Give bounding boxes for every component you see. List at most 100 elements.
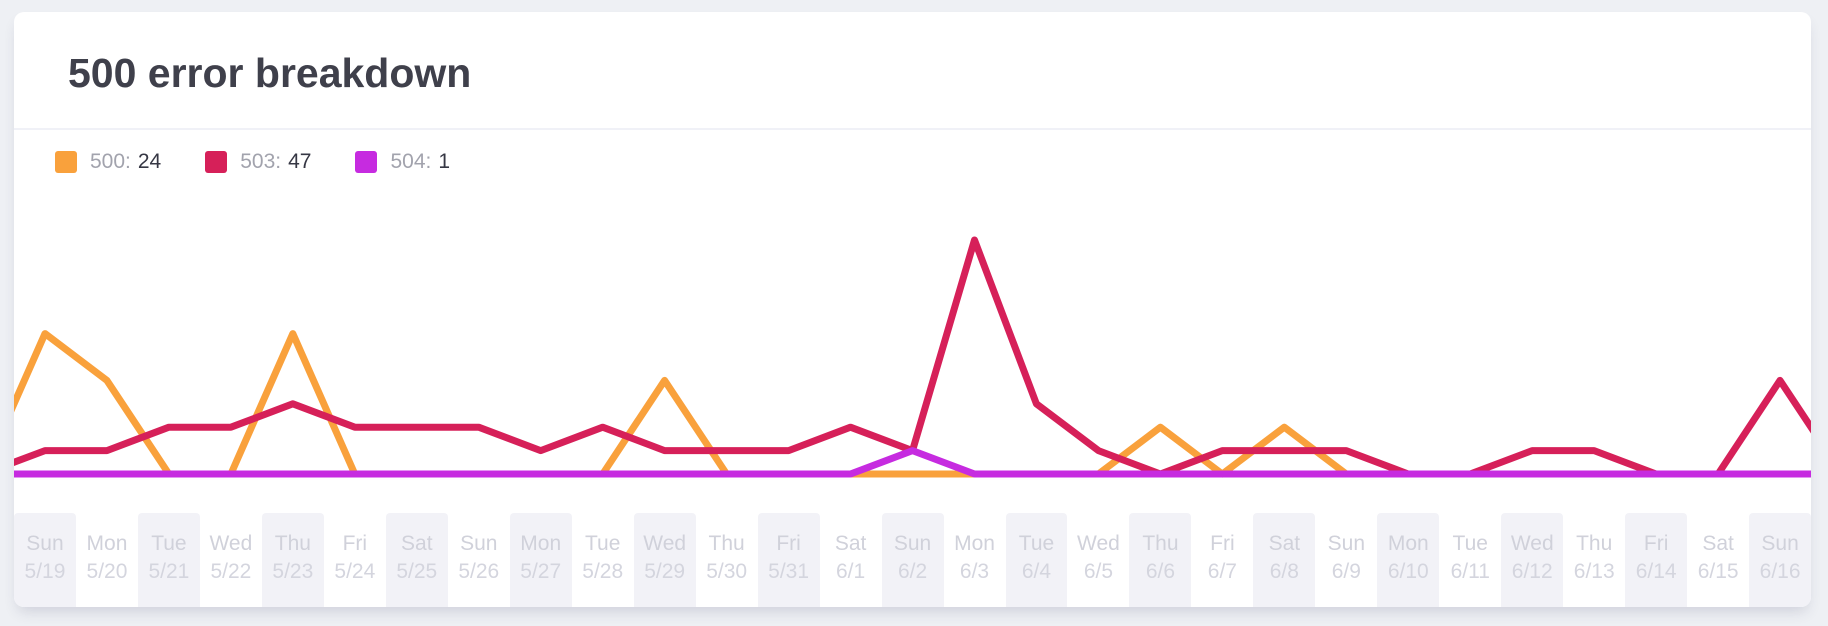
x-tick-6-8: Sat 6/8 — [1253, 513, 1316, 607]
tick-day-name: Sat — [834, 532, 867, 555]
tick-date: 5/25 — [396, 560, 438, 583]
tick-date: 6/14 — [1635, 560, 1677, 583]
tick-day-name: Fri — [342, 532, 368, 555]
tick-date: 6/9 — [1331, 560, 1361, 583]
x-tick-6-3: Mon 6/3 — [944, 513, 1006, 607]
tick-date: 5/23 — [272, 560, 314, 583]
x-tick-6-11: Tue 6/11 — [1439, 513, 1501, 607]
tick-day-name: Sat — [1268, 532, 1301, 555]
tick-date: 6/2 — [897, 560, 928, 583]
tick-date: 6/5 — [1083, 560, 1114, 583]
legend-swatch-500 — [55, 151, 77, 173]
x-tick-5-20: Mon 5/20 — [76, 513, 138, 607]
tick-date: 6/4 — [1021, 560, 1052, 583]
error-line-chart[interactable] — [14, 132, 1811, 484]
x-tick-6-16: Sun 6/16 — [1749, 513, 1811, 607]
x-tick-5-31: Fri 5/31 — [757, 513, 820, 607]
x-tick-6-2: Sun 6/2 — [881, 513, 944, 607]
error-breakdown-card: 500 error breakdown 500: 24 503: 47 504: 1 Su… — [14, 12, 1811, 607]
legend-count: 24 — [137, 150, 162, 173]
tick-day-name: Sun — [1327, 532, 1366, 555]
tick-day-name: Sat — [401, 532, 433, 555]
x-tick-5-27: Mon 5/27 — [509, 513, 572, 607]
chart-legend: 500: 24 503: 47 504: 1 — [55, 151, 450, 173]
tick-date: 5/19 — [24, 560, 66, 583]
tick-day-name: Fri — [776, 532, 801, 555]
x-axis-labels: Sun 5/19 Mon 5/20 Tue 5/21 Wed 5/22 Thu 5/23 Fri 5/… — [14, 513, 1811, 607]
series-504-line — [14, 447, 1811, 478]
tick-date: 5/31 — [768, 560, 810, 583]
tick-day-name: Thu — [708, 532, 745, 555]
legend-item-504[interactable]: 504: 1 — [355, 151, 450, 173]
legend-item-503[interactable]: 503: 47 — [205, 151, 311, 173]
tick-date: 6/1 — [835, 560, 866, 583]
tick-day-name: Mon — [954, 532, 995, 555]
x-tick-6-7: Fri 6/7 — [1191, 513, 1253, 607]
header-divider — [14, 128, 1811, 130]
x-tick-6-14: Fri 6/14 — [1625, 513, 1688, 607]
tick-day-name: Tue — [584, 532, 621, 555]
tick-date: 5/30 — [706, 560, 748, 583]
tick-day-name: Mon — [1387, 532, 1429, 555]
tick-day-name: Wed — [1510, 532, 1554, 555]
tick-day-name: Mon — [86, 532, 128, 555]
tick-date: 6/8 — [1269, 560, 1299, 583]
tick-day-name: Wed — [1077, 532, 1120, 555]
x-tick-5-28: Tue 5/28 — [572, 513, 634, 607]
x-tick-5-24: Fri 5/24 — [324, 513, 386, 607]
tick-date: 6/13 — [1573, 560, 1615, 583]
tick-date: 5/26 — [458, 560, 500, 583]
tick-day-name: Tue — [151, 532, 187, 555]
tick-day-name: Tue — [1018, 532, 1055, 555]
x-tick-6-15: Sat 6/15 — [1687, 513, 1749, 607]
x-tick-6-1: Sat 6/1 — [820, 513, 882, 607]
legend-count: 47 — [288, 150, 312, 173]
tick-date: 5/28 — [582, 560, 624, 583]
legend-code: 503: — [240, 150, 282, 173]
tick-day-name: Fri — [1643, 532, 1669, 555]
legend-item-500[interactable]: 500: 24 — [55, 151, 161, 173]
tick-date: 6/10 — [1387, 560, 1429, 583]
x-tick-5-19: Sun 5/19 — [14, 513, 76, 607]
card-header: 500 error breakdown — [14, 12, 1811, 128]
tick-date: 5/27 — [520, 560, 562, 583]
legend-code: 504: — [390, 150, 432, 173]
tick-day-name: Fri — [1210, 532, 1235, 555]
tick-date: 6/11 — [1450, 560, 1490, 583]
tick-date: 6/6 — [1145, 560, 1176, 583]
legend-count: 1 — [438, 150, 451, 173]
tick-day-name: Thu — [1576, 532, 1613, 555]
x-tick-6-12: Wed 6/12 — [1501, 513, 1564, 607]
tick-day-name: Sun — [893, 532, 932, 555]
x-tick-5-25: Sat 5/25 — [385, 513, 448, 607]
tick-day-name: Sun — [26, 532, 64, 555]
tick-day-name: Sun — [460, 532, 498, 555]
x-tick-5-26: Sun 5/26 — [448, 513, 510, 607]
x-tick-5-29: Wed 5/29 — [633, 513, 696, 607]
tick-date: 5/24 — [334, 560, 376, 583]
tick-date: 5/21 — [148, 560, 190, 583]
legend-swatch-503 — [205, 151, 228, 173]
tick-day-name: Mon — [520, 532, 562, 555]
tick-day-name: Wed — [643, 532, 687, 555]
x-tick-5-21: Tue 5/21 — [137, 513, 200, 607]
tick-date: 6/12 — [1511, 560, 1553, 583]
x-tick-6-4: Tue 6/4 — [1005, 513, 1068, 607]
x-tick-5-30: Thu 5/30 — [696, 513, 758, 607]
x-tick-5-22: Wed 5/22 — [200, 513, 262, 607]
tick-day-name: Sat — [1702, 532, 1734, 555]
tick-date: 6/15 — [1697, 560, 1739, 583]
x-tick-5-23: Thu 5/23 — [261, 513, 324, 607]
tick-day-name: Sun — [1761, 532, 1799, 555]
x-tick-6-6: Thu 6/6 — [1129, 513, 1192, 607]
tick-day-name: Thu — [1142, 532, 1179, 555]
card-title: 500 error breakdown — [68, 50, 472, 96]
legend-code: 500: — [90, 150, 131, 173]
tick-date: 6/3 — [959, 560, 990, 583]
tick-date: 5/29 — [644, 560, 686, 583]
tick-day-name: Thu — [274, 532, 311, 555]
x-tick-6-10: Mon 6/10 — [1377, 513, 1440, 607]
x-tick-6-5: Wed 6/5 — [1067, 513, 1129, 607]
tick-day-name: Tue — [1452, 532, 1488, 555]
